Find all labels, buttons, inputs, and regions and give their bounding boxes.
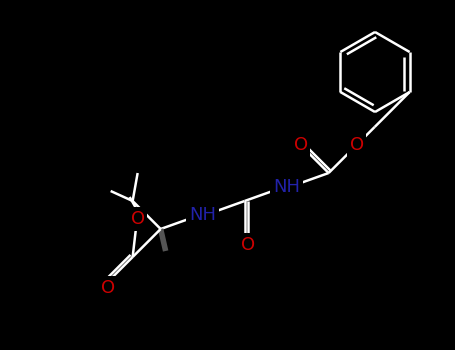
Text: NH: NH <box>189 206 216 224</box>
Text: O: O <box>131 210 145 228</box>
Text: O: O <box>349 136 364 154</box>
Text: O: O <box>241 236 255 254</box>
Text: NH: NH <box>273 178 300 196</box>
Text: O: O <box>293 136 308 154</box>
Text: O: O <box>101 279 115 297</box>
